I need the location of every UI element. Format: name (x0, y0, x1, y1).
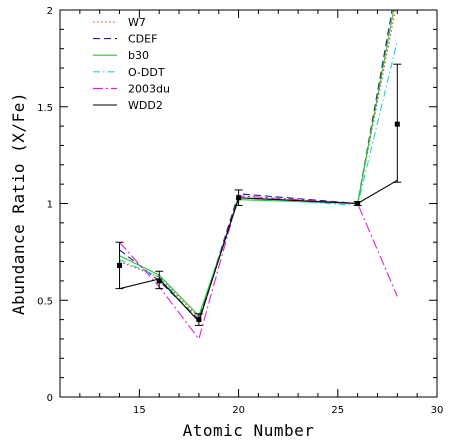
data-point (236, 195, 242, 201)
data-point (156, 278, 162, 284)
x-tick-label: 30 (431, 405, 444, 416)
data-point (117, 262, 123, 268)
legend-label-w7: W7 (128, 16, 146, 29)
y-tick-label: 2 (47, 6, 53, 17)
x-tick-label: 25 (331, 405, 344, 416)
legend-label-b30: b30 (128, 49, 149, 62)
data-point (196, 317, 202, 323)
legend-label-2003du: 2003du (128, 82, 170, 95)
series-line-2003du (119, 195, 398, 341)
ticks-layer: 15 20 25 30 0 0.5 1 1.5 2 (37, 6, 443, 416)
legend-label-cdef: CDEF (128, 33, 157, 46)
y-axis-title: Abundance Ratio (X/Fe) (9, 92, 28, 315)
legend-label-wdd2: WDD2 (128, 99, 163, 112)
series-line-b30 (119, 10, 395, 317)
x-tick-label: 15 (133, 405, 146, 416)
legend: W7 CDEF b30 O-DDT 2003du WDD2 (93, 16, 170, 112)
y-tick-label: 0.5 (37, 296, 53, 307)
x-tick-label: 20 (232, 405, 245, 416)
plot-frame (59, 9, 438, 398)
data-point (355, 201, 361, 206)
series-layer (119, 10, 398, 341)
y-tick-label: 1 (47, 200, 53, 211)
data-point (394, 121, 400, 127)
legend-label-o-ddt: O-DDT (128, 66, 165, 79)
y-tick-label: 0 (47, 393, 53, 404)
observation-layer (115, 63, 402, 326)
series-line-o-ddt (119, 40, 398, 323)
series-line-w7 (119, 10, 396, 319)
x-axis-title: Atomic Number (183, 421, 315, 440)
y-tick-label: 1.5 (37, 103, 53, 114)
series-line-wdd2 (119, 179, 398, 323)
